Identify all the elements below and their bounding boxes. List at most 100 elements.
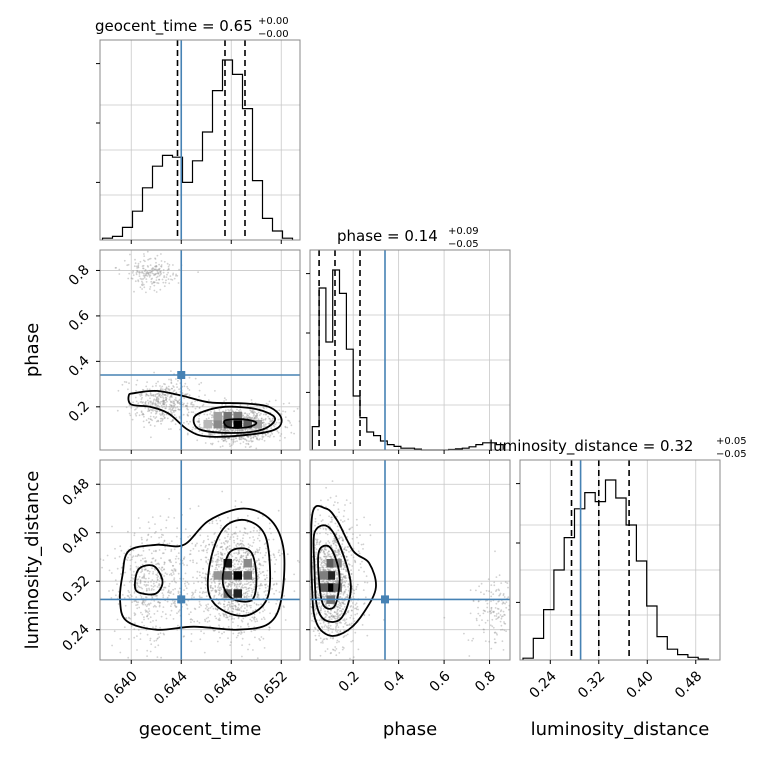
sample-point <box>330 545 332 547</box>
sample-point <box>152 269 155 271</box>
density-cell <box>333 583 342 592</box>
sample-point <box>198 423 201 426</box>
sample-point <box>101 566 103 569</box>
sample-point <box>245 583 248 586</box>
sample-point <box>307 619 309 621</box>
sample-point <box>223 429 226 432</box>
sample-point <box>233 541 236 544</box>
sample-point <box>123 552 126 555</box>
sample-point <box>257 418 260 421</box>
sample-point <box>129 594 132 596</box>
sample-point <box>163 399 165 402</box>
sample-point <box>265 574 268 577</box>
sample-point <box>196 570 199 573</box>
sample-point <box>252 565 255 568</box>
sample-point <box>234 428 237 431</box>
sample-point <box>319 611 322 614</box>
sample-point <box>168 559 170 562</box>
sample-point <box>143 576 146 579</box>
sample-point <box>170 278 172 281</box>
sample-point <box>217 555 220 558</box>
sample-point <box>223 603 225 605</box>
sample-point <box>158 605 161 608</box>
sample-point <box>213 433 216 435</box>
sample-point <box>303 633 305 635</box>
sample-point <box>235 532 237 535</box>
sample-point <box>235 429 238 432</box>
sample-point <box>168 389 171 392</box>
density-cell <box>203 419 212 429</box>
sample-point <box>256 437 258 440</box>
sample-point <box>328 553 331 556</box>
sample-point <box>316 579 318 582</box>
sample-point <box>246 417 249 420</box>
sample-point <box>501 640 504 643</box>
sample-point <box>108 590 110 592</box>
sample-point <box>340 581 343 584</box>
sample-point <box>332 628 335 631</box>
sample-point <box>493 581 496 584</box>
sample-point <box>190 597 193 599</box>
sample-point <box>229 428 232 431</box>
density-cell <box>233 419 242 429</box>
sample-point <box>348 528 351 531</box>
sample-point <box>212 664 214 666</box>
sample-point <box>222 626 225 629</box>
sample-point <box>255 417 258 420</box>
sample-point <box>231 577 234 580</box>
sample-point <box>137 264 140 267</box>
sample-point <box>232 443 234 445</box>
sample-point <box>252 529 255 532</box>
sample-point <box>170 401 173 403</box>
frame-layer <box>99 39 721 661</box>
sample-point <box>243 416 246 418</box>
sample-point <box>314 520 317 523</box>
sample-point <box>264 586 267 589</box>
sample-point <box>489 610 491 613</box>
sample-point <box>151 596 154 599</box>
sample-point <box>294 586 296 588</box>
sample-point <box>158 274 161 277</box>
sample-point <box>198 406 201 409</box>
sample-point <box>307 596 309 598</box>
sample-point <box>110 572 113 574</box>
sample-point <box>336 581 339 584</box>
sample-point <box>186 413 189 416</box>
sample-point <box>148 258 151 260</box>
sample-point <box>190 633 193 635</box>
sample-point <box>163 285 166 288</box>
sample-point <box>250 401 253 404</box>
sample-point <box>246 552 249 555</box>
sample-point <box>244 596 246 598</box>
sample-point <box>220 428 222 431</box>
sample-point <box>323 568 325 571</box>
sample-point <box>157 380 159 383</box>
sample-point <box>194 544 197 546</box>
sample-point <box>159 632 162 635</box>
sample-point <box>262 637 265 640</box>
sample-point <box>164 383 166 386</box>
sample-point <box>231 617 234 620</box>
sample-point <box>303 429 305 431</box>
contour-level-2 <box>192 405 276 434</box>
sample-point <box>506 582 509 584</box>
density-cell <box>319 583 329 592</box>
sample-point <box>326 552 329 554</box>
sample-point <box>343 606 346 608</box>
sample-point <box>257 411 260 414</box>
sample-point <box>151 402 154 405</box>
sample-point <box>153 640 156 642</box>
sample-point <box>279 439 281 442</box>
sample-point <box>160 387 162 389</box>
sample-point <box>172 272 175 275</box>
sample-point <box>308 638 310 640</box>
sample-point <box>258 563 261 566</box>
sample-point <box>231 419 234 422</box>
sample-point <box>186 564 189 567</box>
sample-point <box>141 613 144 616</box>
sample-point <box>202 403 205 406</box>
sample-point <box>262 564 264 567</box>
sample-point <box>363 602 366 605</box>
sample-point <box>251 589 254 592</box>
sample-point <box>325 542 327 545</box>
